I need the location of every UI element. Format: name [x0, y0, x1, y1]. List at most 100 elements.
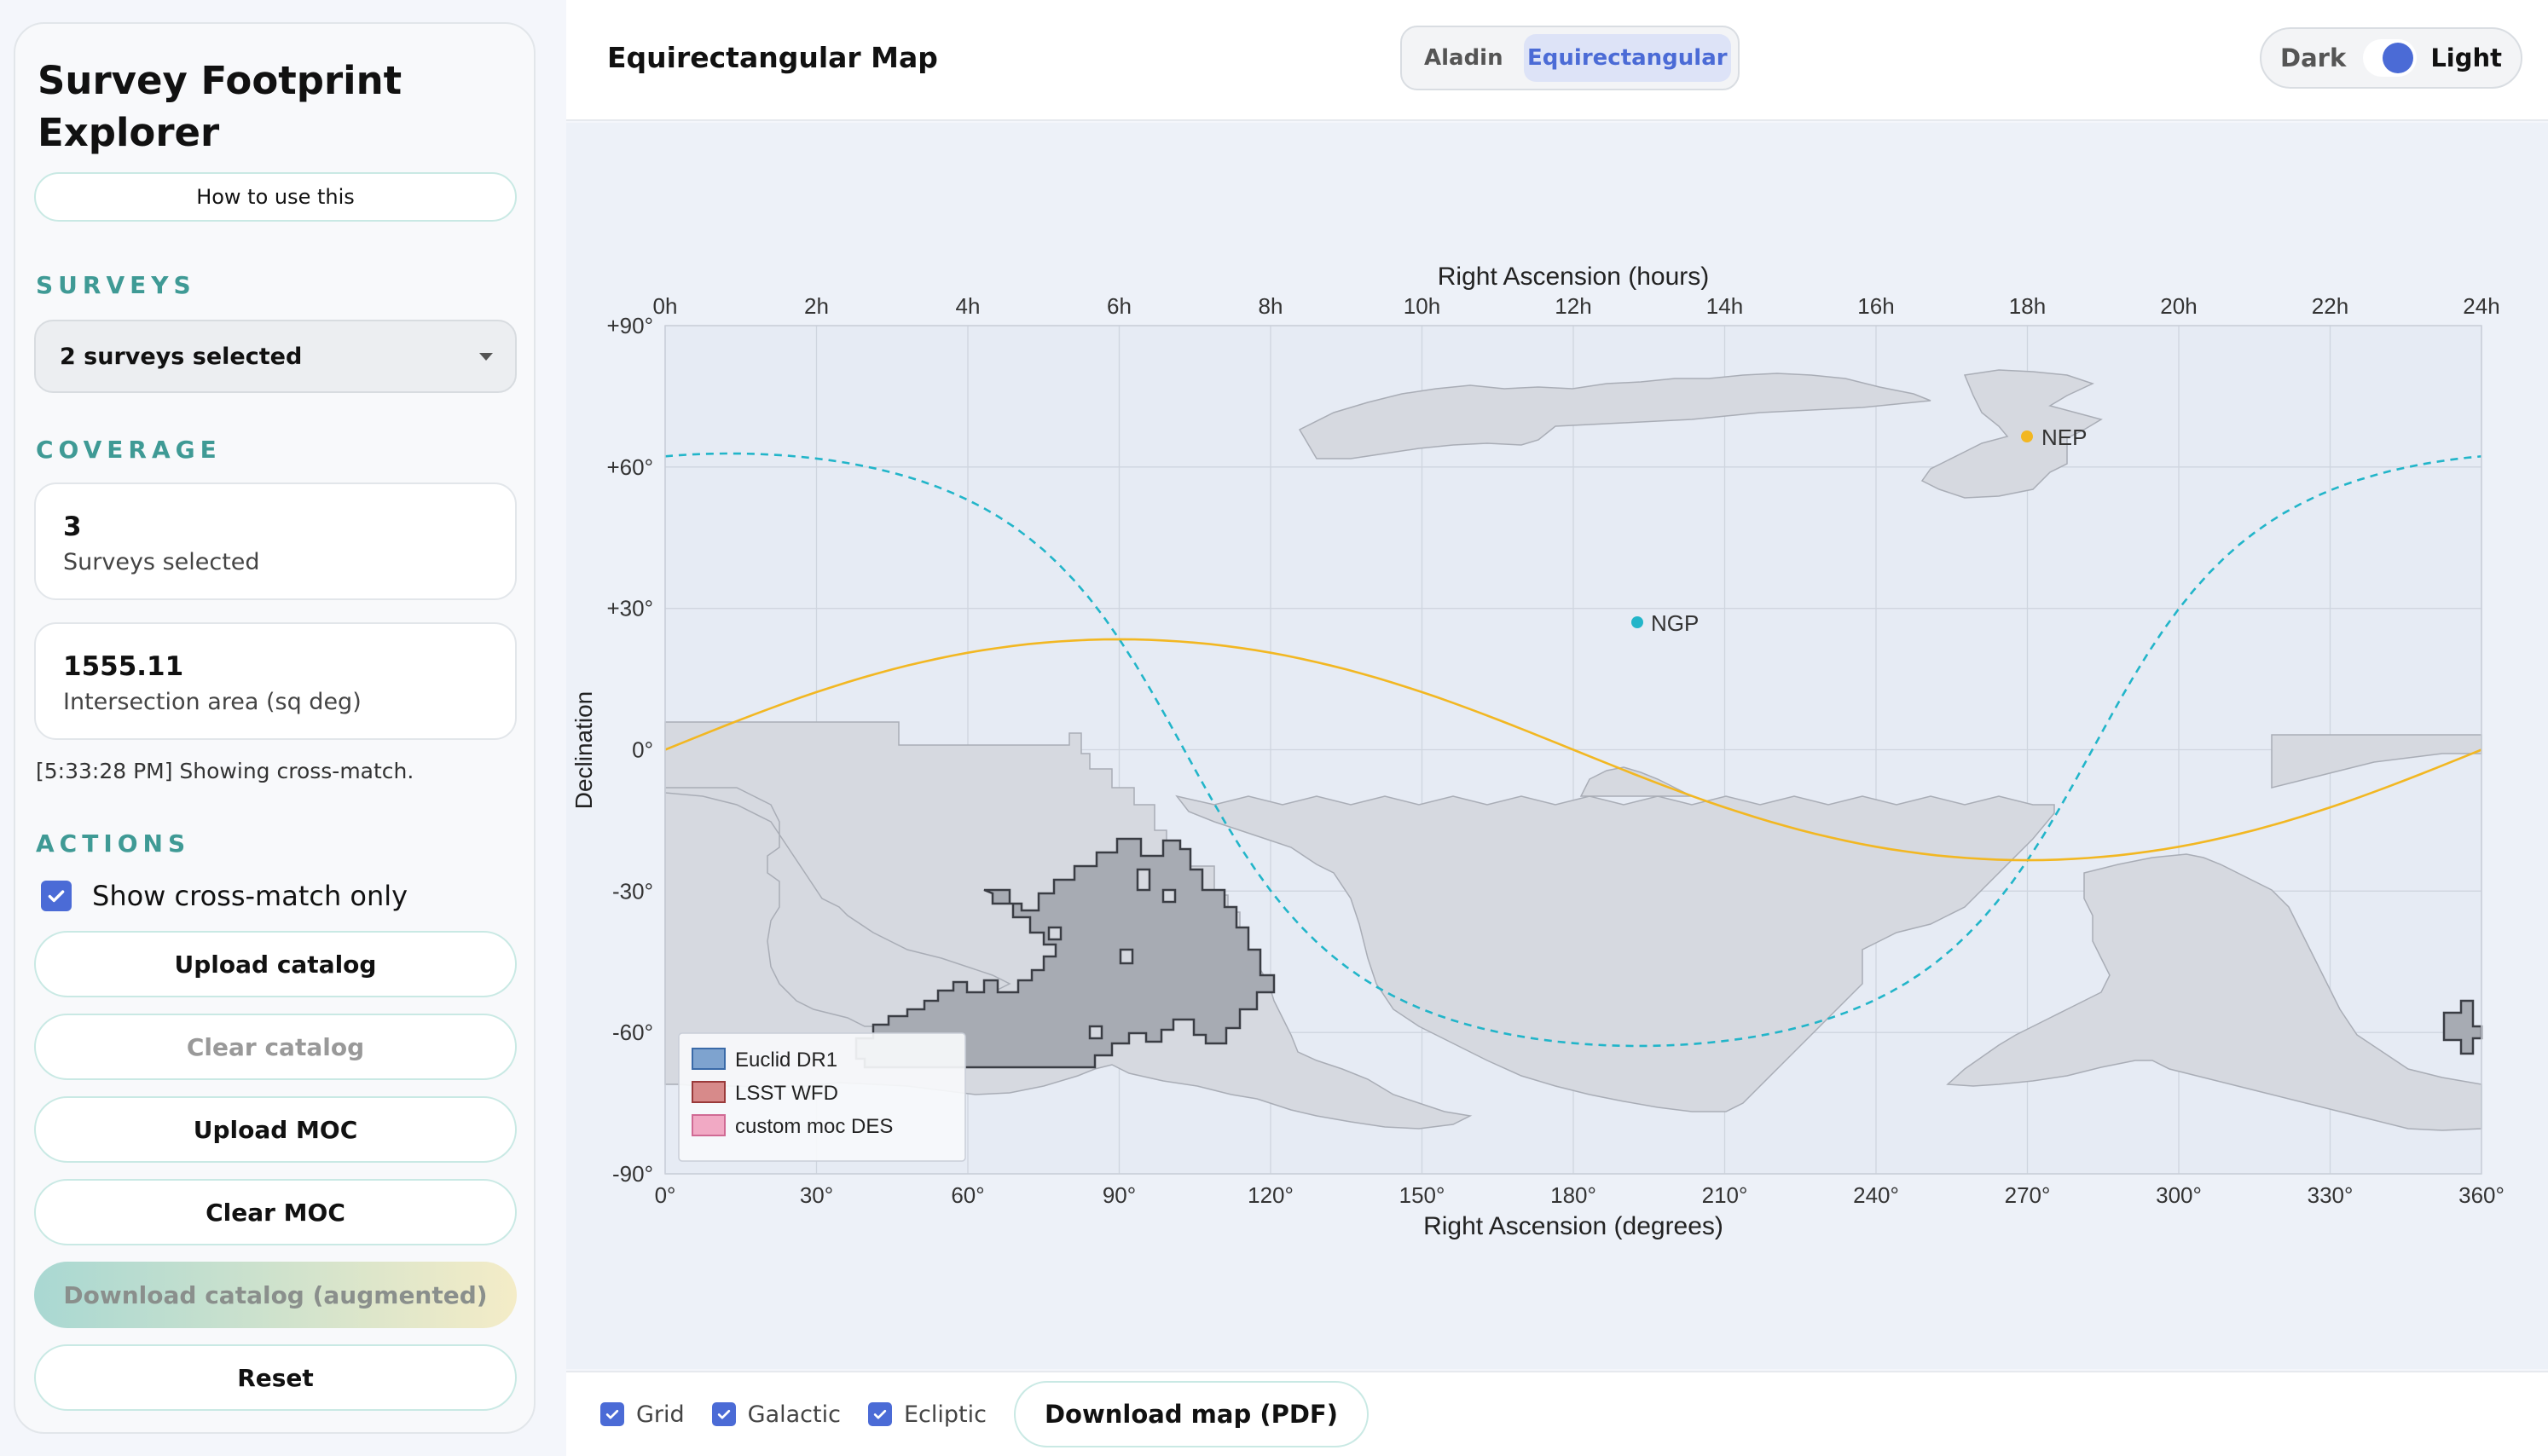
theme-dark-label: Dark [2280, 43, 2347, 72]
bottom-toolbar: Grid Galactic Ecliptic Download map (PDF… [566, 1371, 2548, 1456]
degree-tick-label: 150° [1399, 1182, 1445, 1208]
clear-moc-button[interactable]: Clear MOC [34, 1179, 517, 1245]
degree-tick-label: 330° [2308, 1182, 2354, 1208]
surveys-selected-value: 3 [63, 511, 82, 542]
surveys-selected-card: 3 Surveys selected [34, 482, 517, 600]
surveys-section-label: SURVEYS [36, 271, 196, 299]
page-title: Equirectangular Map [607, 41, 938, 74]
declination-tick-label: +60° [606, 454, 653, 480]
declination-tick-label: +30° [606, 596, 653, 621]
ecliptic-line [664, 638, 2482, 862]
view-switcher: Aladin Equirectangular [1400, 26, 1740, 90]
nep-marker [2021, 430, 2033, 442]
degree-tick-label: 240° [1853, 1182, 1899, 1208]
ecliptic-toggle[interactable]: Ecliptic [867, 1401, 987, 1428]
intersection-area-label: Intersection area (sq deg) [63, 689, 362, 715]
status-message: [5:33:28 PM] Showing cross-match. [36, 759, 414, 783]
app-title-line2: Explorer [38, 110, 220, 155]
chevron-down-icon [479, 352, 493, 361]
degree-tick-label: 120° [1248, 1182, 1294, 1208]
degree-tick-label: 90° [1103, 1182, 1136, 1208]
legend-box [678, 1032, 966, 1162]
crossmatch-hole-2 [1136, 868, 1151, 892]
how-to-use-button[interactable]: How to use this [34, 172, 517, 222]
footprint-south-east [1946, 853, 2482, 1131]
top-axis-title: Right Ascension (hours) [1438, 263, 1710, 291]
declination-tick-label: -30° [612, 878, 653, 904]
crossmatch-toggle[interactable]: Show cross-match only [41, 880, 515, 912]
declination-tick-label: -60° [612, 1020, 653, 1045]
footprint-nep [1920, 369, 2103, 499]
hour-tick-label: 8h [1259, 293, 1283, 319]
theme-light-label: Light [2430, 43, 2502, 72]
clear-catalog-button[interactable]: Clear catalog [34, 1014, 517, 1080]
map-area: NGP NEP 0h 2h 4h 6h 8h 10h 12h 14h 16h 18h 20h 22h 2… [566, 123, 2548, 1369]
crossmatch-hole-1 [1047, 926, 1063, 941]
surveys-select[interactable]: 2 surveys selected [34, 320, 517, 393]
equirectangular-map[interactable]: NGP NEP 0h 2h 4h 6h 8h 10h 12h 14h 16h 18h 20h 22h 2… [566, 123, 2548, 1369]
upload-catalog-button[interactable]: Upload catalog [34, 931, 517, 997]
intersection-area-card: 1555.11 Intersection area (sq deg) [34, 622, 517, 740]
app-title-line1: Survey Footprint [38, 58, 402, 103]
degree-tick-label: 0° [655, 1182, 676, 1208]
degree-tick-label: 30° [800, 1182, 833, 1208]
ngp-label: NGP [1651, 610, 1699, 636]
theme-switch-knob [2383, 43, 2414, 73]
galactic-label: Galactic [747, 1401, 841, 1428]
hour-tick-label: 12h [1555, 293, 1591, 319]
crossmatch-hole-3 [1161, 888, 1177, 904]
ecliptic-checkbox[interactable] [867, 1402, 892, 1426]
hour-tick-label: 4h [956, 293, 981, 319]
checkmark-icon [605, 1409, 619, 1419]
grid-toggle[interactable]: Grid [600, 1401, 685, 1428]
plot-border [664, 325, 2482, 1175]
map-legend: Euclid DR1 LSST WFD custom moc DES [678, 1032, 966, 1162]
reset-button[interactable]: Reset [34, 1344, 517, 1411]
legend-swatch [692, 1081, 726, 1103]
degree-tick-label: 210° [1702, 1182, 1748, 1208]
declination-tick-label: +90° [606, 313, 653, 338]
declination-tick-label: 0° [632, 737, 653, 763]
sidebar: Survey Footprint Explorer How to use thi… [14, 22, 536, 1434]
crossmatch-checkbox[interactable] [41, 881, 72, 911]
galactic-toggle[interactable]: Galactic [711, 1401, 841, 1428]
hour-tick-label: 14h [1706, 293, 1743, 319]
crossmatch-hole-4 [1119, 948, 1134, 965]
galactic-checkbox[interactable] [711, 1402, 736, 1426]
degree-tick-label: 270° [2005, 1182, 2051, 1208]
declination-tick-labels: +90° +60° +30° 0° -30° -60° -90° [606, 313, 653, 1187]
actions-section-label: ACTIONS [36, 829, 191, 858]
degree-tick-label: 360° [2458, 1182, 2505, 1208]
checkmark-icon [48, 890, 65, 903]
hour-tick-label: 22h [2312, 293, 2348, 319]
nep-label: NEP [2041, 425, 2087, 450]
tab-equirectangular[interactable]: Equirectangular [1523, 34, 1731, 82]
ngp-marker [1631, 616, 1643, 628]
checkmark-icon [873, 1409, 887, 1419]
grid-checkbox[interactable] [600, 1402, 624, 1426]
checkmark-icon [717, 1409, 730, 1419]
surveys-select-value: 2 surveys selected [60, 343, 303, 370]
footprint-central [1175, 794, 2055, 1112]
upload-moc-button[interactable]: Upload MOC [34, 1096, 517, 1163]
grid-label: Grid [636, 1401, 685, 1428]
legend-label: Euclid DR1 [735, 1049, 837, 1072]
hour-tick-label: 6h [1107, 293, 1132, 319]
surveys-selected-label: Surveys selected [63, 549, 260, 575]
theme-toggle[interactable]: Dark Light [2260, 27, 2522, 89]
coverage-section-label: COVERAGE [36, 436, 222, 464]
hour-tick-label: 20h [2160, 293, 2197, 319]
legend-label: LSST WFD [735, 1082, 838, 1105]
hour-tick-label: 10h [1404, 293, 1440, 319]
hour-tick-label: 18h [2009, 293, 2046, 319]
legend-swatch [692, 1048, 726, 1070]
download-catalog-button[interactable]: Download catalog (augmented) [34, 1262, 517, 1328]
hour-tick-labels: 0h 2h 4h 6h 8h 10h 12h 14h 16h 18h 20h 22h 24h [653, 293, 2500, 319]
degree-tick-label: 60° [951, 1182, 984, 1208]
intersection-area-value: 1555.11 [63, 651, 184, 682]
download-map-button[interactable]: Download map (PDF) [1013, 1381, 1369, 1447]
tab-aladin[interactable]: Aladin [1423, 45, 1503, 71]
degree-tick-label: 180° [1550, 1182, 1596, 1208]
theme-switch[interactable] [2363, 39, 2418, 77]
